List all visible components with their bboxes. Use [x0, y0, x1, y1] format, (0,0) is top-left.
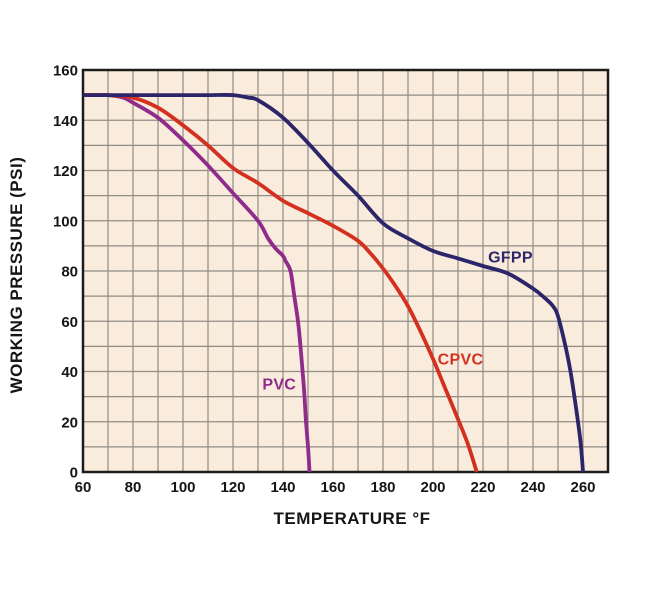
grid-lines	[83, 70, 608, 472]
y-tick-label-120: 120	[53, 163, 78, 180]
gfpp-curve	[83, 93, 585, 473]
y-tick-label-20: 20	[61, 414, 78, 431]
y-tick-label-80: 80	[61, 264, 78, 281]
pvc-label: PVC	[262, 377, 296, 394]
x-tick-label-80: 80	[125, 479, 142, 496]
y-tick-label-100: 100	[53, 213, 78, 230]
data-curves	[83, 93, 585, 473]
pvc-curve	[83, 93, 312, 473]
x-tick-label-140: 140	[270, 479, 295, 496]
y-tick-label-60: 60	[61, 314, 78, 331]
cpvc-curve	[83, 93, 479, 473]
gfpp-label: GFPP	[488, 250, 533, 267]
y-tick-label-140: 140	[53, 113, 78, 130]
x-tick-label-200: 200	[420, 479, 445, 496]
cpvc-label: CPVC	[438, 351, 484, 368]
y-axis-title: WORKING PRESSURE (PSI)	[7, 157, 26, 394]
x-axis-title: TEMPERATURE °F	[273, 509, 430, 528]
x-tick-label-240: 240	[520, 479, 545, 496]
x-tick-label-220: 220	[470, 479, 495, 496]
x-tick-label-100: 100	[170, 479, 195, 496]
x-tick-label-60: 60	[75, 479, 92, 496]
x-axis-tick-labels: 60 80 100 120 140 160 180 200 220 240 260	[75, 479, 596, 496]
y-tick-label-40: 40	[61, 364, 78, 381]
x-tick-label-160: 160	[320, 479, 345, 496]
y-tick-label-160: 160	[53, 63, 78, 80]
x-tick-label-260: 260	[570, 479, 595, 496]
x-tick-label-120: 120	[220, 479, 245, 496]
series-labels: PVC CPVC GFPP	[262, 250, 533, 394]
y-tick-label-0: 0	[70, 465, 78, 482]
plot-frame	[81, 68, 610, 474]
y-axis-tick-labels: 0 20 40 60 80 100 120 140 160	[53, 63, 78, 482]
x-tick-label-180: 180	[370, 479, 395, 496]
